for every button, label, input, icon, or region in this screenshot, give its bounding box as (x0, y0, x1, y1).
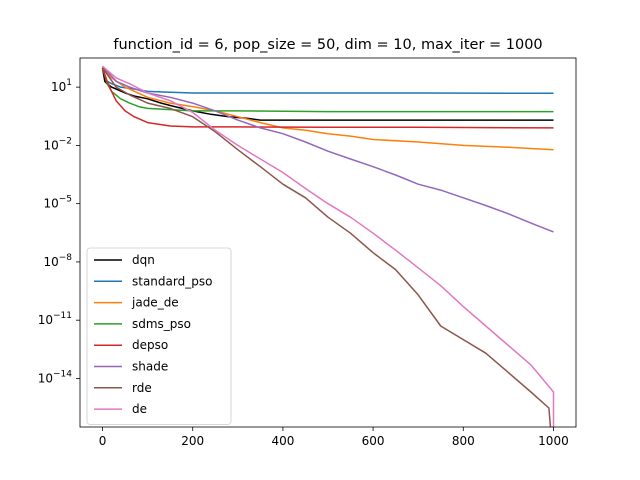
y-tick-label: 10−8 (43, 253, 72, 269)
legend-label-de: de (132, 402, 147, 416)
legend-label-standard-pso: standard_pso (132, 274, 212, 288)
x-tick-label: 1000 (538, 434, 569, 448)
y-tick-label: 10−11 (38, 311, 72, 327)
y-tick-label: 101 (51, 78, 72, 94)
legend-box (86, 247, 232, 425)
series-line-depso (101, 67, 554, 129)
x-tick-label: 200 (181, 434, 204, 448)
series-line-de (102, 65, 555, 427)
series-line-rde (101, 67, 552, 427)
series-line-shade (101, 65, 554, 233)
y-tick-label: 10−14 (38, 369, 73, 385)
chart-title: function_id = 6, pop_size = 50, dim = 10… (113, 37, 542, 53)
x-tick-label: 800 (452, 434, 475, 448)
axes-layer: 0 200 400 600 800 1000 101 10−2 10−5 10−8 10−11 10−… (38, 78, 569, 448)
x-tick-label: 600 (362, 434, 385, 448)
plot-frame (79, 57, 577, 428)
legend-label-dqn: dqn (132, 253, 155, 267)
series-layer (101, 65, 555, 427)
x-tick-label: 400 (271, 434, 294, 448)
legend-label-shade: shade (132, 360, 168, 374)
y-tick-label: 10−5 (43, 195, 72, 211)
legend-label-depso: depso (132, 338, 168, 352)
y-tick-label: 10−2 (43, 136, 72, 152)
legend-label-jade-de: jade_de (131, 296, 179, 310)
legend-label-rde: rde (132, 381, 152, 395)
legend-label-sdms-pso: sdms_pso (132, 317, 191, 331)
x-tick-label: 0 (99, 434, 107, 448)
series-line-jade-de (101, 67, 554, 151)
